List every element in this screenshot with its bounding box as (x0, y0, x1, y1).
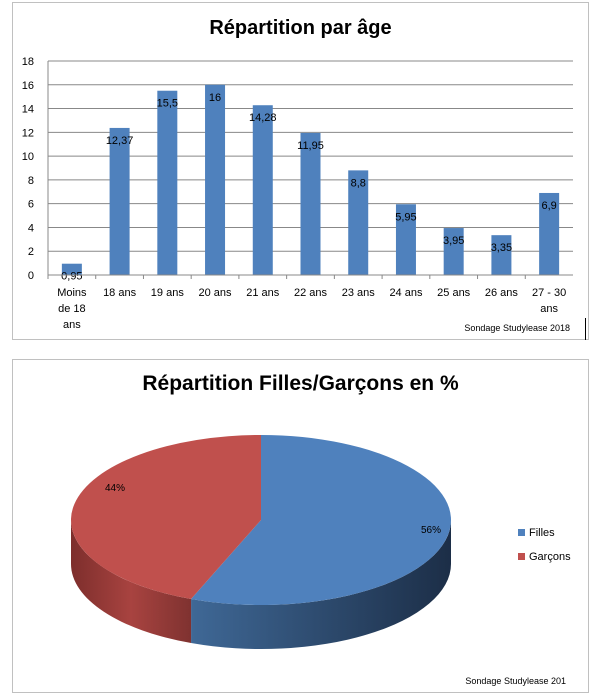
x-tick-label: ans (540, 303, 558, 315)
x-tick-label: 24 ans (389, 287, 423, 299)
x-tick-label: 18 ans (103, 287, 137, 299)
legend-label: Filles (529, 527, 555, 539)
bar-value-label: 3,35 (491, 242, 512, 254)
x-tick-label: 26 ans (485, 287, 519, 299)
bar-value-label: 14,28 (249, 112, 277, 124)
gender-chart-panel: Répartition Filles/Garçons en % 56% 44% Fi… (12, 359, 589, 693)
bar (300, 132, 321, 275)
bar (539, 192, 560, 275)
bar (205, 84, 226, 276)
x-tick-label: 23 ans (342, 287, 376, 299)
pie-value-label: 56% (421, 525, 441, 536)
bar-value-label: 12,37 (106, 135, 134, 147)
bar (395, 204, 416, 275)
x-tick-label: 22 ans (294, 287, 328, 299)
age-bar-chart: 0 2 4 6 8 10 12 14 16 18 0,95 Moins de 18 ans 12,37 18 … (22, 56, 573, 331)
x-tick-label: 20 ans (199, 287, 233, 299)
bar-value-label: 0,95 (61, 271, 82, 283)
gender-pie-chart: 56% 44% Filles Garçons (70, 435, 571, 649)
bar (252, 105, 273, 275)
bar-value-label: 8,8 (351, 177, 366, 189)
bar (157, 90, 178, 275)
x-tick-label: ans (63, 319, 81, 331)
y-tick-label: 8 (28, 175, 34, 187)
x-tick-label: 21 ans (246, 287, 280, 299)
x-tick-label: 27 - 30 (532, 287, 566, 299)
bar (348, 170, 369, 275)
x-tick-label: 25 ans (437, 287, 471, 299)
age-chart-title: Répartition par âge (209, 17, 392, 39)
bar-value-label: 16 (209, 92, 221, 104)
legend-swatch (518, 553, 525, 560)
gender-chart-source: Sondage Studylease 201 (465, 676, 566, 686)
bar-value-label: 11,95 (297, 140, 324, 152)
y-tick-label: 16 (22, 80, 34, 92)
bar (443, 228, 464, 275)
bar (61, 263, 82, 275)
pie-slice-side (191, 520, 452, 649)
x-tick-label: Moins (57, 287, 87, 299)
y-tick-label: 4 (28, 222, 34, 234)
divider-mark (585, 318, 586, 340)
bar-value-label: 15,5 (157, 98, 178, 110)
y-tick-label: 18 (22, 56, 34, 68)
gender-chart-title: Répartition Filles/Garçons en % (142, 372, 459, 395)
x-tick-label: de 18 (58, 303, 86, 315)
bar (491, 235, 512, 275)
y-tick-label: 2 (28, 246, 34, 258)
legend-swatch (518, 529, 525, 536)
y-tick-label: 10 (22, 151, 34, 163)
y-tick-label: 0 (28, 270, 34, 282)
age-chart-source: Sondage Studylease 2018 (464, 323, 570, 333)
y-tick-label: 14 (22, 104, 34, 116)
pie-value-label: 44% (105, 483, 125, 494)
bar-value-label: 5,95 (395, 211, 416, 223)
legend-label: Garçons (529, 551, 571, 563)
pie-slice (70, 435, 261, 600)
bar-value-label: 3,95 (443, 235, 464, 247)
y-tick-label: 12 (22, 127, 34, 139)
pie-slice-side (71, 520, 192, 644)
bar-value-label: 6,9 (541, 200, 556, 212)
pie-slice (191, 435, 451, 605)
age-chart-panel: Répartition par âge 0 2 4 6 8 10 12 14 16 18 0,95 M… (12, 2, 589, 340)
bar (109, 127, 130, 275)
y-tick-label: 6 (28, 199, 34, 211)
x-tick-label: 19 ans (151, 287, 185, 299)
